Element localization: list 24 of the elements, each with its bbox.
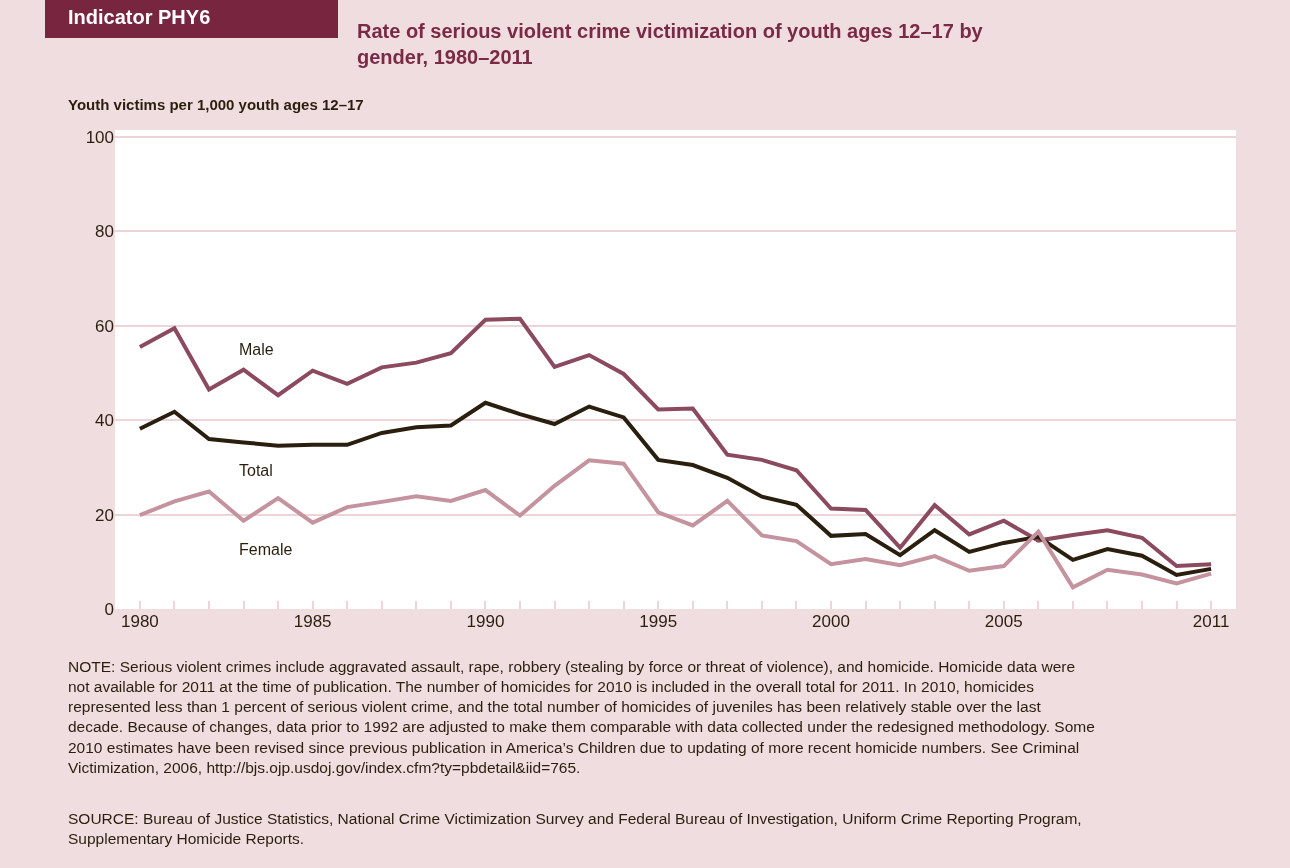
x-tick-label: 1995 <box>639 612 678 631</box>
x-tick-label: 1985 <box>293 612 332 631</box>
x-tick-label: 1990 <box>466 612 505 631</box>
text: Indicator PHY6 <box>68 6 211 28</box>
x-tick-label: 2011 <box>1192 612 1230 631</box>
chart-title: Rate of serious violent crime victimization of youth ages 12–17 by gender, 1980–2011 <box>357 20 984 68</box>
y-tick-label: 80 <box>95 222 114 242</box>
x-tick-label: 2005 <box>984 612 1023 631</box>
source-note: SOURCE: Bureau of Justice Statistics, National Crime Victimization Survey and Federal Bureau of Investigation, Uniform Crime Reporting Program, Supplementary Homicide Reports. <box>68 810 1082 848</box>
x-tick-label: 1980 <box>120 612 159 631</box>
series-label: Total <box>239 462 273 479</box>
line-series <box>137 316 1214 569</box>
y-tick-label: 60 <box>95 316 114 336</box>
y-tick-label: 20 <box>95 505 114 525</box>
series-label: Female <box>239 541 293 558</box>
line-series <box>137 458 1214 590</box>
line-series <box>137 400 1214 578</box>
x-tick-label: 2000 <box>812 612 850 631</box>
y-axis-title: Youth victims per 1,000 youth ages 12–17 <box>68 96 364 113</box>
text: NOTE: Serious violent crimes include aggravated assault, rape, robbery (stealing by force or threat of violence), and homicide. Homicide data were not available for 2011 at the time of publication. The number of homicides for 2010 is included in the overall total for 2011. In 2010, homicides represented less than 1 percent of serious violent crime, and the total number of homicides of juveniles has been relatively stable over the last decade. Because of changes, data prior to 1992 are adjusted to make them comparable with data collected under the redesigned methodology. Some 2010 estimates have been revised since previous publication in America’s Children due to updating of more recent homicide numbers. See Criminal Victimization, 2006, http://bjs.ojp.usdoj.gov/index.cfm?ty=pbdetail&iid=765. <box>68 658 1095 776</box>
y-tick-label: 100 <box>85 128 114 148</box>
series-label: Male <box>239 341 274 358</box>
y-tick-label: 0 <box>104 599 114 619</box>
y-tick-label: 40 <box>95 411 114 431</box>
